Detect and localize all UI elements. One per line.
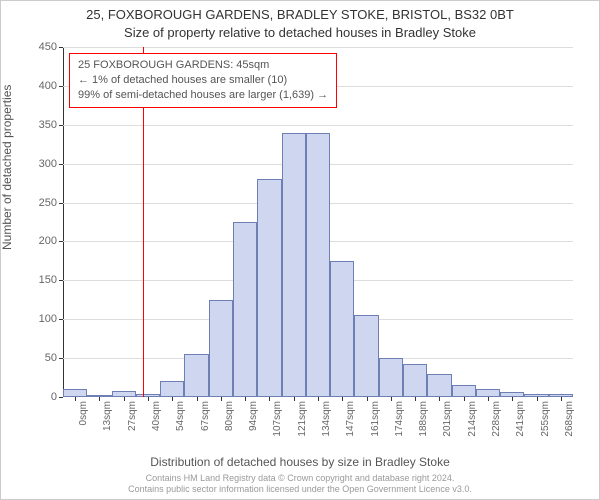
y-tick-label: 150 [39,274,57,286]
y-tick-label: 0 [51,391,57,403]
x-axis-label: Distribution of detached houses by size … [1,455,599,469]
x-tick-label: 255sqm [540,401,551,437]
histogram-bar [160,381,184,397]
histogram-bar [379,358,403,397]
x-tick-mark [318,397,319,401]
y-tick-mark [59,241,63,242]
grid-line [63,47,573,48]
y-tick-mark [59,203,63,204]
grid-line [63,125,573,126]
x-tick-mark [488,397,489,401]
x-tick-label: 107sqm [272,401,283,437]
x-tick-mark [197,397,198,401]
histogram-bar [257,179,281,397]
info-box-line: 25 FOXBOROUGH GARDENS: 45sqm [78,58,328,73]
x-tick-mark [391,397,392,401]
histogram-bar [330,261,354,397]
chart-container: 25, FOXBOROUGH GARDENS, BRADLEY STOKE, B… [0,0,600,500]
histogram-bar [184,354,208,397]
x-tick-label: 201sqm [442,401,453,437]
y-tick-label: 450 [39,41,57,53]
info-box: 25 FOXBOROUGH GARDENS: 45sqm← 1% of deta… [69,53,337,108]
footer-line2: Contains public sector information licen… [128,484,472,494]
chart-title-line1: 25, FOXBOROUGH GARDENS, BRADLEY STOKE, B… [1,7,599,22]
x-tick-label: 268sqm [564,401,575,437]
y-tick-mark [59,358,63,359]
histogram-bar [306,133,330,397]
x-tick-label: 80sqm [224,401,235,431]
x-tick-mark [269,397,270,401]
x-tick-mark [99,397,100,401]
x-tick-label: 188sqm [418,401,429,437]
x-tick-mark [367,397,368,401]
x-tick-mark [148,397,149,401]
x-tick-mark [245,397,246,401]
x-tick-label: 121sqm [297,401,308,437]
y-tick-label: 350 [39,119,57,131]
y-tick-mark [59,280,63,281]
info-box-line: ← 1% of detached houses are smaller (10) [78,73,328,88]
x-tick-label: 161sqm [370,401,381,437]
x-tick-label: 134sqm [321,401,332,437]
x-tick-mark [342,397,343,401]
x-tick-label: 147sqm [345,401,356,437]
y-tick-mark [59,319,63,320]
y-tick-label: 400 [39,80,57,92]
y-tick-mark [59,397,63,398]
x-tick-mark [464,397,465,401]
x-tick-mark [561,397,562,401]
x-tick-mark [221,397,222,401]
x-tick-mark [512,397,513,401]
histogram-bar [403,364,427,397]
x-tick-label: 67sqm [200,401,211,431]
x-tick-label: 27sqm [127,401,138,431]
x-tick-mark [294,397,295,401]
x-tick-mark [537,397,538,401]
x-tick-mark [75,397,76,401]
y-tick-mark [59,86,63,87]
y-axis-line [63,47,64,397]
histogram-bar [209,300,233,397]
plot-area: 0501001502002503003504004500sqm13sqm27sq… [63,47,573,397]
x-tick-mark [415,397,416,401]
y-axis-label: Number of detached properties [0,85,14,250]
y-tick-mark [59,164,63,165]
y-tick-label: 250 [39,197,57,209]
footer-line1: Contains HM Land Registry data © Crown c… [146,473,455,483]
y-tick-label: 300 [39,158,57,170]
x-tick-label: 241sqm [515,401,526,437]
histogram-bar [452,385,476,397]
x-tick-label: 54sqm [175,401,186,431]
histogram-bar [427,374,451,397]
x-tick-mark [172,397,173,401]
x-tick-mark [124,397,125,401]
x-tick-label: 40sqm [151,401,162,431]
x-tick-label: 214sqm [467,401,478,437]
chart-footer: Contains HM Land Registry data © Crown c… [1,473,599,495]
y-tick-mark [59,47,63,48]
y-tick-label: 200 [39,235,57,247]
info-box-line: 99% of semi-detached houses are larger (… [78,88,328,103]
x-tick-label: 228sqm [491,401,502,437]
y-tick-label: 50 [45,352,57,364]
y-tick-mark [59,125,63,126]
x-tick-label: 94sqm [248,401,259,431]
histogram-bar [282,133,306,397]
x-tick-mark [439,397,440,401]
x-tick-label: 0sqm [78,401,89,425]
chart-title-line2: Size of property relative to detached ho… [1,25,599,40]
histogram-bar [354,315,378,397]
x-tick-label: 174sqm [394,401,405,437]
histogram-bar [476,389,500,397]
histogram-bar [233,222,257,397]
x-tick-label: 13sqm [102,401,113,431]
histogram-bar [63,389,87,397]
y-tick-label: 100 [39,313,57,325]
